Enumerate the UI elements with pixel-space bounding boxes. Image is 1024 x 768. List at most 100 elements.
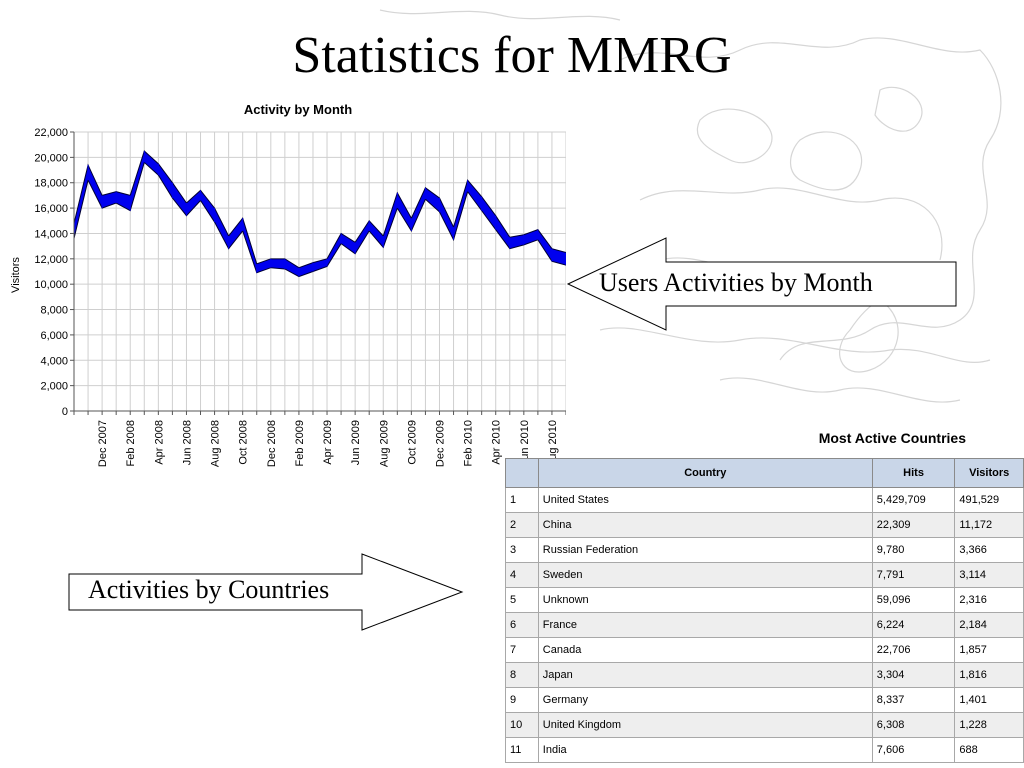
country-cell: Germany [537,687,873,713]
x-tick-label: Dec 2009 [434,420,446,467]
country-cell: United Kingdom [537,712,873,738]
x-tick-label: Aug 2008 [210,420,222,467]
y-tick-label: 2,000 [40,381,68,393]
slide-title: Statistics for MMRG [292,27,732,84]
rank-cell: 11 [505,737,539,763]
y-tick-label: 10,000 [34,279,68,291]
right-arrow-shape [68,553,464,631]
hits-cell: 5,429,709 [871,487,956,513]
x-tick-label: Feb 2010 [463,420,475,466]
x-tick-label: Apr 2009 [322,420,334,465]
countries-panel: Most Active Countries Country Hits Visit… [505,428,1024,768]
y-tick-label: 4,000 [40,355,68,367]
header-rank [505,458,539,488]
y-tick-label: 12,000 [34,254,68,266]
rank-cell: 7 [505,637,539,663]
table-row: 8 Japan 3,304 1,816 [505,662,1024,688]
table-row: 7 Canada 22,706 1,857 [505,637,1024,663]
table-row: 10 United Kingdom 6,308 1,228 [505,712,1024,738]
visitors-cell: 1,401 [954,687,1024,713]
country-cell: Japan [537,662,873,688]
table-row: 1 United States 5,429,709 491,529 [505,487,1024,513]
visitors-cell: 2,316 [954,587,1024,613]
hits-cell: 9,780 [871,537,956,563]
rank-cell: 2 [505,512,539,538]
visitors-cell: 1,857 [954,637,1024,663]
x-tick-label: Apr 2010 [491,420,503,465]
x-tick-label: Oct 2009 [406,420,418,465]
x-tick-label: Oct 2008 [238,420,250,465]
hits-cell: 6,308 [871,712,956,738]
country-cell: France [537,612,873,638]
x-tick-label: Jun 2009 [350,420,362,465]
x-axis-ticks: Dec 2007 Feb 2008 Apr 2008 Jun 2008 Aug 2008… [73,411,566,467]
visitors-cell: 11,172 [954,512,1024,538]
hits-cell: 7,791 [871,562,956,588]
country-cell: Canada [537,637,873,663]
visitors-cell: 3,114 [954,562,1024,588]
x-tick-label: Feb 2008 [125,420,137,466]
country-cell: China [537,512,873,538]
rank-cell: 9 [505,687,539,713]
hits-cell: 7,606 [871,737,956,763]
y-tick-label: 16,000 [34,203,68,215]
hits-cell: 3,304 [871,662,956,688]
country-cell: Sweden [537,562,873,588]
table-header-row: Country Hits Visitors [505,458,1024,488]
table-row: 4 Sweden 7,791 3,114 [505,562,1024,588]
visitors-cell: 2,184 [954,612,1024,638]
visitors-cell: 1,228 [954,712,1024,738]
y-tick-label: 0 [62,406,68,418]
visitors-cell: 1,816 [954,662,1024,688]
table-title: Most Active Countries [818,430,966,446]
y-tick-label: 8,000 [40,305,68,317]
hits-cell: 22,706 [871,637,956,663]
left-arrow-shape [566,237,957,331]
rank-cell: 1 [505,487,539,513]
activity-chart: Activity by Month Visitors 0 2,000 4,000 6,… [0,95,566,485]
header-visitors: Visitors [954,458,1024,488]
country-cell: India [537,737,873,763]
rank-cell: 6 [505,612,539,638]
visitors-cell: 3,366 [954,537,1024,563]
y-tick-label: 6,000 [40,330,68,342]
table-row: 9 Germany 8,337 1,401 [505,687,1024,713]
visitors-cell: 491,529 [954,487,1024,513]
rank-cell: 10 [505,712,539,738]
rank-cell: 4 [505,562,539,588]
x-tick-label: Jun 2008 [181,420,193,465]
country-cell: Russian Federation [537,537,873,563]
month-callout: Users Activities by Month [566,236,960,332]
hits-cell: 22,309 [871,512,956,538]
month-callout-text: Users Activities by Month [599,268,873,297]
hits-cell: 59,096 [871,587,956,613]
visitors-cell: 688 [954,737,1024,763]
hits-cell: 6,224 [871,612,956,638]
rank-cell: 8 [505,662,539,688]
table-body: 1 United States 5,429,709 491,529 2 China 22,3… [505,487,1024,763]
hits-cell: 8,337 [871,687,956,713]
y-axis-ticks: 0 2,000 4,000 6,000 8,000 10,000 12,000 14,000 1… [34,127,74,418]
x-tick-label: Aug 2010 [547,420,559,467]
table-row: 2 China 22,309 11,172 [505,512,1024,538]
x-tick-label: Dec 2007 [97,420,109,467]
countries-table: Country Hits Visitors 1 United States 5,42… [505,458,1024,763]
countries-callout: Activities by Countries [68,552,464,632]
chart-grid [73,131,566,412]
activity-chart-svg: Activity by Month Visitors 0 2,000 4,000 6,… [10,102,566,467]
y-tick-label: 20,000 [34,152,68,164]
x-tick-label: Jun 2010 [519,420,531,465]
header-hits: Hits [871,458,956,488]
x-tick-label: Dec 2008 [266,420,278,467]
country-cell: Unknown [537,587,873,613]
x-tick-label: Feb 2009 [294,420,306,466]
visitors-series-band [73,150,566,278]
table-row: 6 France 6,224 2,184 [505,612,1024,638]
table-row: 3 Russian Federation 9,780 3,366 [505,537,1024,563]
rank-cell: 3 [505,537,539,563]
y-tick-label: 22,000 [34,127,68,139]
y-tick-label: 18,000 [34,178,68,190]
x-tick-label: Apr 2008 [153,420,165,465]
table-row: 5 Unknown 59,096 2,316 [505,587,1024,613]
country-cell: United States [537,487,873,513]
